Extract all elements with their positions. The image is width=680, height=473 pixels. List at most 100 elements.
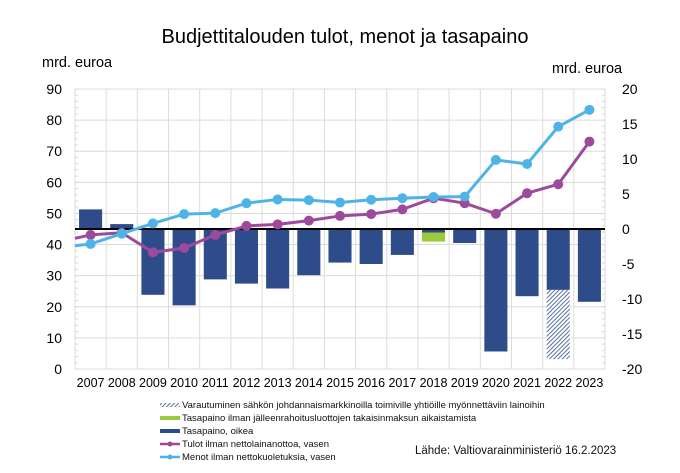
- right-tick-label: 5: [622, 186, 630, 202]
- left-tick-label: 0: [54, 361, 62, 377]
- right-tick-label: -5: [622, 256, 635, 272]
- balance-bar: [266, 229, 290, 289]
- balance-bar: [234, 229, 259, 284]
- right-axis-label: mrd. euroa: [552, 61, 623, 77]
- balance-bar: [297, 229, 321, 276]
- expenditure-point: [116, 228, 127, 239]
- balance-bar: [453, 229, 477, 243]
- right-tick-label: -20: [622, 361, 642, 377]
- left-tick-label: 70: [46, 143, 62, 159]
- x-tick-label: 2022: [544, 376, 572, 390]
- balance-bar: [390, 229, 414, 255]
- balance-bar: [546, 229, 570, 290]
- green-balance-bar: [421, 232, 446, 242]
- expenditure-point: [147, 218, 158, 229]
- revenue-point: [522, 188, 533, 199]
- x-tick-label: 2020: [482, 376, 510, 390]
- revenue-point: [179, 242, 190, 253]
- x-tick-label: 2023: [576, 376, 604, 390]
- x-tick-label: 2021: [513, 376, 541, 390]
- revenue-point: [584, 136, 595, 147]
- legend-label: Tulot ilman nettolainanottoa, vasen: [182, 439, 329, 450]
- x-tick-label: 2009: [139, 376, 167, 390]
- x-tick-label: 2012: [233, 376, 261, 390]
- legend-label: Tasapaino ilman jälleenrahoitusluottojen…: [182, 413, 477, 424]
- left-tick-label: 60: [46, 174, 62, 190]
- right-tick-label: 0: [622, 221, 630, 237]
- revenue-point: [147, 247, 158, 258]
- left-axis-ticks: 0 10 20 30 40 50 60 70 80 90: [46, 81, 62, 377]
- balance-bar: [141, 229, 165, 295]
- x-tick-label: 2008: [108, 376, 136, 390]
- x-tick-label: 2007: [77, 376, 105, 390]
- expenditure-point: [179, 209, 190, 220]
- balance-bar: [203, 229, 227, 280]
- legend-hatch-swatch: [160, 403, 180, 407]
- legend-marker-swatch: [167, 441, 173, 447]
- legend-marker-swatch: [167, 454, 173, 460]
- x-tick-label: 2010: [170, 376, 198, 390]
- balance-bar: [172, 229, 196, 306]
- revenue-point: [241, 220, 252, 231]
- expenditure-point: [428, 191, 439, 202]
- expenditure-point: [303, 195, 314, 206]
- legend: Varautuminen sähkön johdannaismarkkinoil…: [160, 400, 545, 463]
- right-axis-ticks: -20 -15 -10 -5 0 5 10 15 20: [622, 81, 642, 377]
- expenditure-point: [272, 194, 283, 205]
- chart-title: Budjettitalouden tulot, menot ja tasapai…: [162, 26, 529, 48]
- x-tick-label: 2019: [451, 376, 479, 390]
- balance-bar: [359, 229, 383, 264]
- expenditure-point: [553, 121, 564, 132]
- balance-bar: [110, 224, 134, 229]
- x-tick-label: 2017: [388, 376, 416, 390]
- source-note: Lähde: Valtiovarainministeriö 16.2.2023: [415, 445, 616, 457]
- left-axis-label: mrd. euroa: [42, 55, 113, 71]
- expenditure-point: [459, 191, 470, 202]
- balance-bar: [515, 229, 539, 297]
- expenditure-point: [366, 194, 377, 205]
- expenditure-point: [397, 193, 408, 204]
- left-tick-label: 30: [46, 268, 62, 284]
- revenue-point: [210, 229, 221, 240]
- expenditure-point: [210, 208, 221, 219]
- expenditure-point: [584, 104, 595, 115]
- legend-bar-swatch: [160, 416, 180, 420]
- line-series: [74, 104, 595, 258]
- expenditure-point: [85, 238, 96, 249]
- revenue-point: [490, 208, 501, 219]
- x-axis-ticks: 2007 2008 2009 2010 2011 2012 2013 2014 2015 2016…: [77, 376, 604, 390]
- legend-label: Varautuminen sähkön johdannaismarkkinoil…: [182, 400, 545, 411]
- revenue-point: [85, 229, 96, 240]
- left-tick-label: 40: [46, 237, 62, 253]
- expenditure-point: [241, 198, 252, 209]
- balance-bar: [577, 229, 601, 302]
- right-tick-label: -10: [622, 291, 642, 307]
- expenditure-line: [74, 108, 591, 248]
- balance-bar: [421, 229, 446, 233]
- right-tick-label: -15: [622, 326, 642, 342]
- revenue-point: [553, 179, 564, 190]
- x-tick-label: 2016: [357, 376, 385, 390]
- left-tick-label: 20: [46, 299, 62, 315]
- revenue-point: [366, 209, 377, 220]
- left-tick-label: 90: [46, 81, 62, 97]
- revenue-point: [303, 215, 314, 226]
- revenue-line: [74, 140, 591, 254]
- balance-bars: [79, 209, 601, 360]
- legend-label: Menot ilman nettokuoletuksia, vasen: [182, 452, 336, 463]
- balance-bar: [328, 229, 352, 263]
- expenditure-point: [335, 197, 345, 208]
- x-tick-label: 2013: [264, 376, 292, 390]
- x-tick-label: 2014: [295, 376, 323, 390]
- left-tick-label: 80: [46, 112, 62, 128]
- x-tick-label: 2015: [326, 376, 354, 390]
- revenue-point: [335, 210, 345, 221]
- right-tick-label: 15: [622, 116, 638, 132]
- right-tick-label: 20: [622, 81, 638, 97]
- legend-label: Tasapaino, oikea: [182, 426, 254, 437]
- revenue-point: [272, 219, 283, 230]
- right-tick-label: 10: [622, 151, 638, 167]
- balance-bar: [484, 229, 508, 352]
- balance-bar: [79, 209, 103, 229]
